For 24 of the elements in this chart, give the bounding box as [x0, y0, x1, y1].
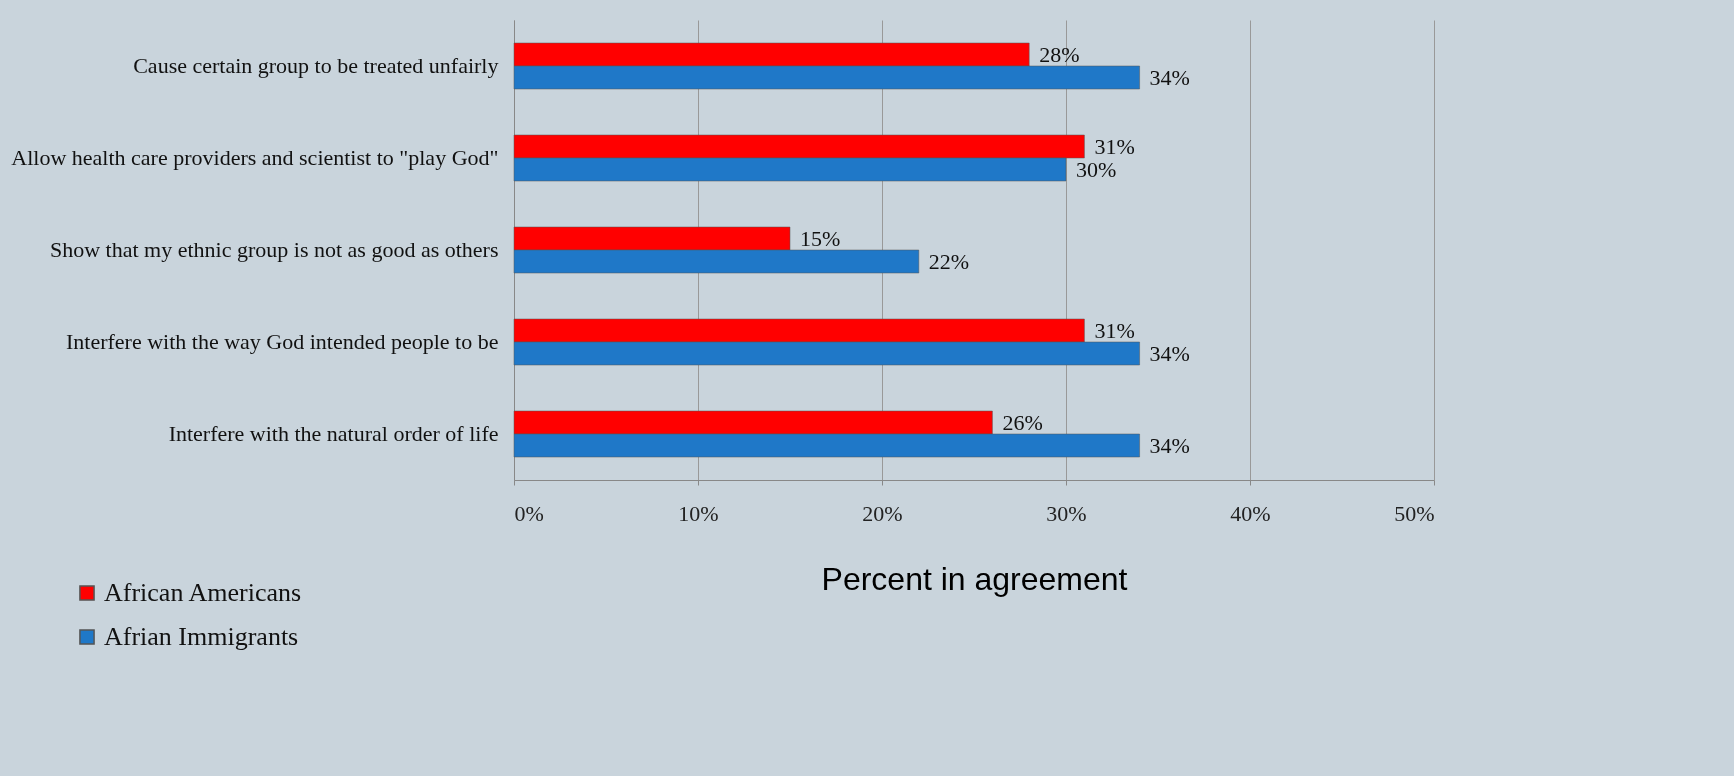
y-tick-label: Cause certain group to be treated unfairly	[133, 53, 499, 78]
y-tick-label: Interfere with the way God intended people to be	[65, 329, 499, 354]
data-label: 31%	[1094, 317, 1135, 343]
y-tick-label: Interfere with the natural order of life	[168, 421, 499, 446]
x-tick-label: 30%	[1046, 500, 1087, 526]
x-tick-label: 50%	[1394, 500, 1435, 526]
data-label: 34%	[1149, 340, 1190, 366]
x-axis-title: Percent in agreement	[821, 560, 1128, 597]
x-tick-label: 40%	[1230, 500, 1271, 526]
data-label: 15%	[800, 225, 841, 251]
data-label: 31%	[1094, 133, 1135, 159]
data-label: 22%	[928, 248, 970, 274]
data-label: 28%	[1039, 41, 1080, 67]
legend-label: African Americans	[104, 578, 302, 607]
data-label: 30%	[1076, 156, 1117, 182]
data-label: 26%	[1002, 409, 1043, 435]
x-tick-label: 20%	[862, 500, 903, 526]
x-tick-label: 0%	[514, 500, 544, 526]
y-tick-label: Show that my ethnic group is not as good as others	[49, 237, 499, 262]
y-tick-label: Allow health care providers and scientist to "play God"	[11, 145, 499, 170]
data-label: 34%	[1149, 64, 1190, 90]
data-label: 34%	[1149, 432, 1190, 458]
legend-label: Afrian Immigrants	[104, 622, 299, 651]
x-tick-label: 10%	[678, 500, 719, 526]
